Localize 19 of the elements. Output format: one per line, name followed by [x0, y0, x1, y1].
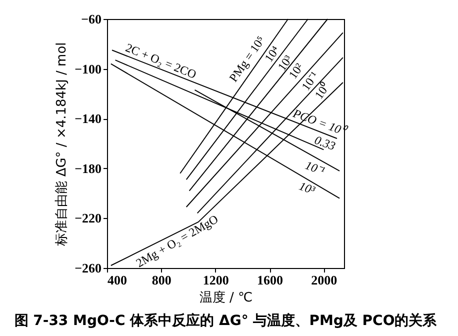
- x-tick-label: 800: [152, 272, 172, 288]
- text: 图 7-33 MgO-C 体系中反应的 ΔG° 与温度、PMg及 PCO的关系: [14, 312, 438, 329]
- y-tick-label: −180: [74, 160, 102, 176]
- y-tick-label: −100: [74, 61, 102, 76]
- annotation: 10⁴: [262, 43, 282, 65]
- annotation: 10³: [297, 178, 318, 198]
- y-tick-label: −60: [81, 12, 102, 26]
- x-tick-label: 400: [108, 272, 127, 288]
- y-tick-label: −140: [74, 111, 102, 126]
- x-tick-label: 2000: [311, 272, 338, 288]
- x-tick-label: 1600: [257, 272, 284, 288]
- y-tick-label: −220: [74, 210, 102, 226]
- x-tick-label: 1200: [202, 272, 229, 288]
- annotation: 0.33: [312, 132, 338, 154]
- annotation: 10⁻¹: [303, 158, 327, 178]
- x-axis-title: 温度 / ℃: [199, 290, 253, 306]
- y-tick-label: −260: [74, 260, 102, 276]
- y-axis-title: 标准自由能 ΔG° / ×4.184kJ / mol: [54, 42, 70, 247]
- annotation: 2C + O₂ = 2CO: [124, 40, 199, 82]
